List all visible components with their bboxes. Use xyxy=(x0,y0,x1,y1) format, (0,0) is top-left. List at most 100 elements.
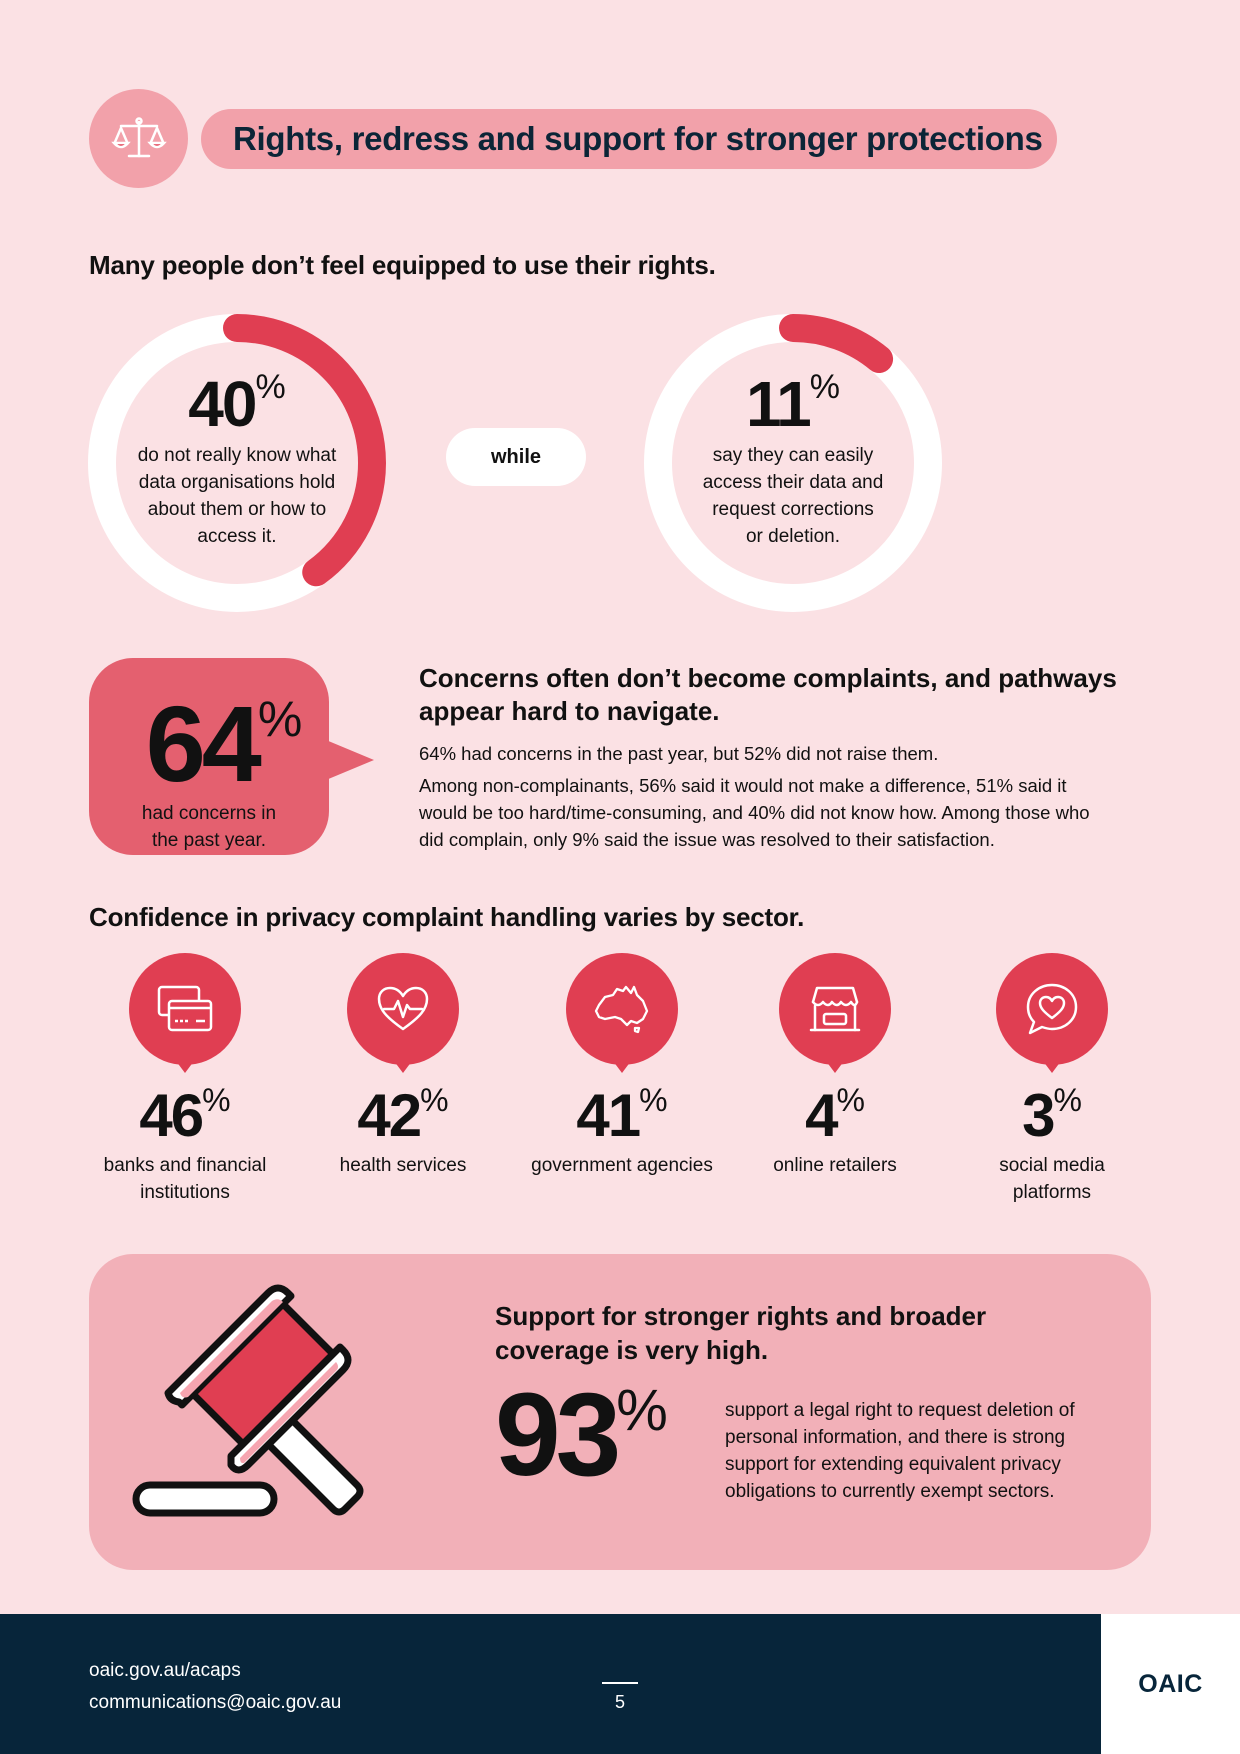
credit-card-icon xyxy=(157,985,213,1032)
sector-label: government agencies xyxy=(512,1152,732,1179)
sector-number: 3 xyxy=(1022,1082,1055,1149)
pin-circle xyxy=(996,953,1108,1065)
footer-website-link[interactable]: oaic.gov.au/acaps xyxy=(89,1660,241,1681)
bubble-unit: % xyxy=(257,691,303,747)
sector-value: 42% xyxy=(293,1084,513,1146)
title-line: coverage is very high. xyxy=(495,1335,769,1365)
sector-pin xyxy=(996,953,1108,1083)
support-unit: % xyxy=(616,1378,668,1443)
desc-line: support for extending equivalent privacy xyxy=(725,1454,1061,1475)
sector-unit: % xyxy=(639,1082,668,1118)
para-line: did complain, only 9% said the issue was… xyxy=(419,829,995,850)
bubble-tail xyxy=(326,740,374,780)
scales-icon xyxy=(110,116,167,157)
pin-circle xyxy=(779,953,891,1065)
stat-11: 11% say they can easily access their dat… xyxy=(643,370,943,550)
sector-pin xyxy=(779,953,891,1083)
page-title-banner: Rights, redress and support for stronger… xyxy=(201,109,1057,169)
page-number-rule xyxy=(602,1682,638,1684)
label-line: platforms xyxy=(1012,1182,1092,1203)
sector-label: social media platforms xyxy=(942,1152,1162,1206)
sector-unit: % xyxy=(202,1082,231,1118)
sector-unit: % xyxy=(420,1082,449,1118)
desc-line: access it. xyxy=(197,526,277,547)
label-line: social media xyxy=(999,1155,1105,1176)
logo-text: OAIC xyxy=(1138,1669,1203,1698)
sector-unit: % xyxy=(1053,1082,1082,1118)
desc-line: about them or how to xyxy=(147,499,327,520)
donut-arc-11 xyxy=(644,314,942,612)
pin-circle xyxy=(347,953,459,1065)
desc-line: data organisations hold xyxy=(138,472,336,493)
page-number: 5 xyxy=(614,1692,625,1712)
heart-chat-icon xyxy=(1026,983,1078,1035)
stat-11-desc: say they can easily access their data an… xyxy=(678,442,908,550)
bubble-value: 64% xyxy=(119,690,329,798)
sectors-heading: Confidence in privacy complaint handling… xyxy=(89,902,805,932)
desc-line: request corrections xyxy=(712,499,874,520)
desc-line: the past year. xyxy=(151,830,267,851)
label-line: government agencies xyxy=(531,1155,713,1176)
sector-pin xyxy=(347,953,459,1083)
while-connector: while xyxy=(446,428,586,486)
para-line: would be too hard/time-consuming, and 40… xyxy=(419,802,1090,823)
sector-label: banks and financial institutions xyxy=(75,1152,295,1206)
stat-40-unit: % xyxy=(255,368,286,406)
donut-11 xyxy=(644,314,942,612)
sector-label: health services xyxy=(293,1152,513,1179)
sector-number: 4 xyxy=(805,1082,838,1149)
stat-11-number: 11 xyxy=(746,368,812,440)
footer-bar xyxy=(0,1614,1240,1754)
label-line: online retailers xyxy=(773,1155,897,1176)
title-line: Support for stronger rights and broader xyxy=(495,1301,987,1331)
concerns-title: Concerns often don’t become complaints, … xyxy=(419,662,1179,728)
sector-retailers: 4% online retailers xyxy=(725,953,945,1179)
sector-banks: 46% banks and financial institutions xyxy=(75,953,295,1206)
sector-social-media: 3% social media platforms xyxy=(942,953,1162,1206)
support-number: 93 xyxy=(495,1369,621,1501)
sector-government: 41% government agencies xyxy=(512,953,732,1179)
desc-line: do not really know what xyxy=(137,445,337,466)
sector-pin xyxy=(129,953,241,1083)
concerns-bubble: 64% had concerns in the past year. xyxy=(89,658,329,855)
label-line: institutions xyxy=(140,1182,230,1203)
concerns-para-2: Among non-complainants, 56% said it woul… xyxy=(419,772,1199,853)
pin-circle xyxy=(566,953,678,1065)
bubble-number: 64 xyxy=(145,683,262,804)
title-line: Concerns often don’t become complaints, … xyxy=(419,663,1117,693)
desc-line: access their data and xyxy=(702,472,884,493)
sector-value: 41% xyxy=(512,1084,732,1146)
sector-health: 42% health services xyxy=(293,953,513,1179)
australia-map-icon xyxy=(594,985,649,1034)
stat-40: 40% do not really know what data organis… xyxy=(87,370,387,550)
title-line: appear hard to navigate. xyxy=(419,696,720,726)
stat-11-unit: % xyxy=(809,368,840,406)
para-line: Among non-complainants, 56% said it woul… xyxy=(419,775,1067,796)
support-title: Support for stronger rights and broader … xyxy=(495,1299,1055,1367)
support-desc: support a legal right to request deletio… xyxy=(725,1397,1105,1505)
sector-pin xyxy=(566,953,678,1083)
sector-value: 46% xyxy=(75,1084,295,1146)
donut-arc-40 xyxy=(88,314,386,612)
label-line: health services xyxy=(339,1155,467,1176)
sector-unit: % xyxy=(836,1082,865,1118)
desc-line: obligations to currently exempt sectors. xyxy=(725,1481,1055,1502)
stat-40-desc: do not really know what data organisatio… xyxy=(122,442,352,550)
rights-heading: Many people don’t feel equipped to use t… xyxy=(89,250,716,280)
donut-40 xyxy=(88,314,386,612)
sector-number: 42 xyxy=(357,1082,422,1149)
footer-email-link[interactable]: communications@oaic.gov.au xyxy=(89,1692,342,1713)
heart-pulse-icon xyxy=(377,986,429,1031)
page-title: Rights, redress and support for stronger… xyxy=(233,120,1043,157)
desc-line: or deletion. xyxy=(745,526,840,547)
label-line: banks and financial xyxy=(103,1155,267,1176)
support-value: 93% xyxy=(495,1376,668,1494)
pin-circle xyxy=(129,953,241,1065)
desc-line: say they can easily xyxy=(712,445,874,466)
desc-line: support a legal right to request deletio… xyxy=(725,1400,1075,1421)
desc-line: had concerns in xyxy=(141,803,277,824)
desc-line: personal information, and there is stron… xyxy=(725,1427,1066,1448)
stat-40-value: 40% xyxy=(87,370,387,436)
sector-value: 3% xyxy=(942,1084,1162,1146)
sector-number: 46 xyxy=(139,1082,204,1149)
